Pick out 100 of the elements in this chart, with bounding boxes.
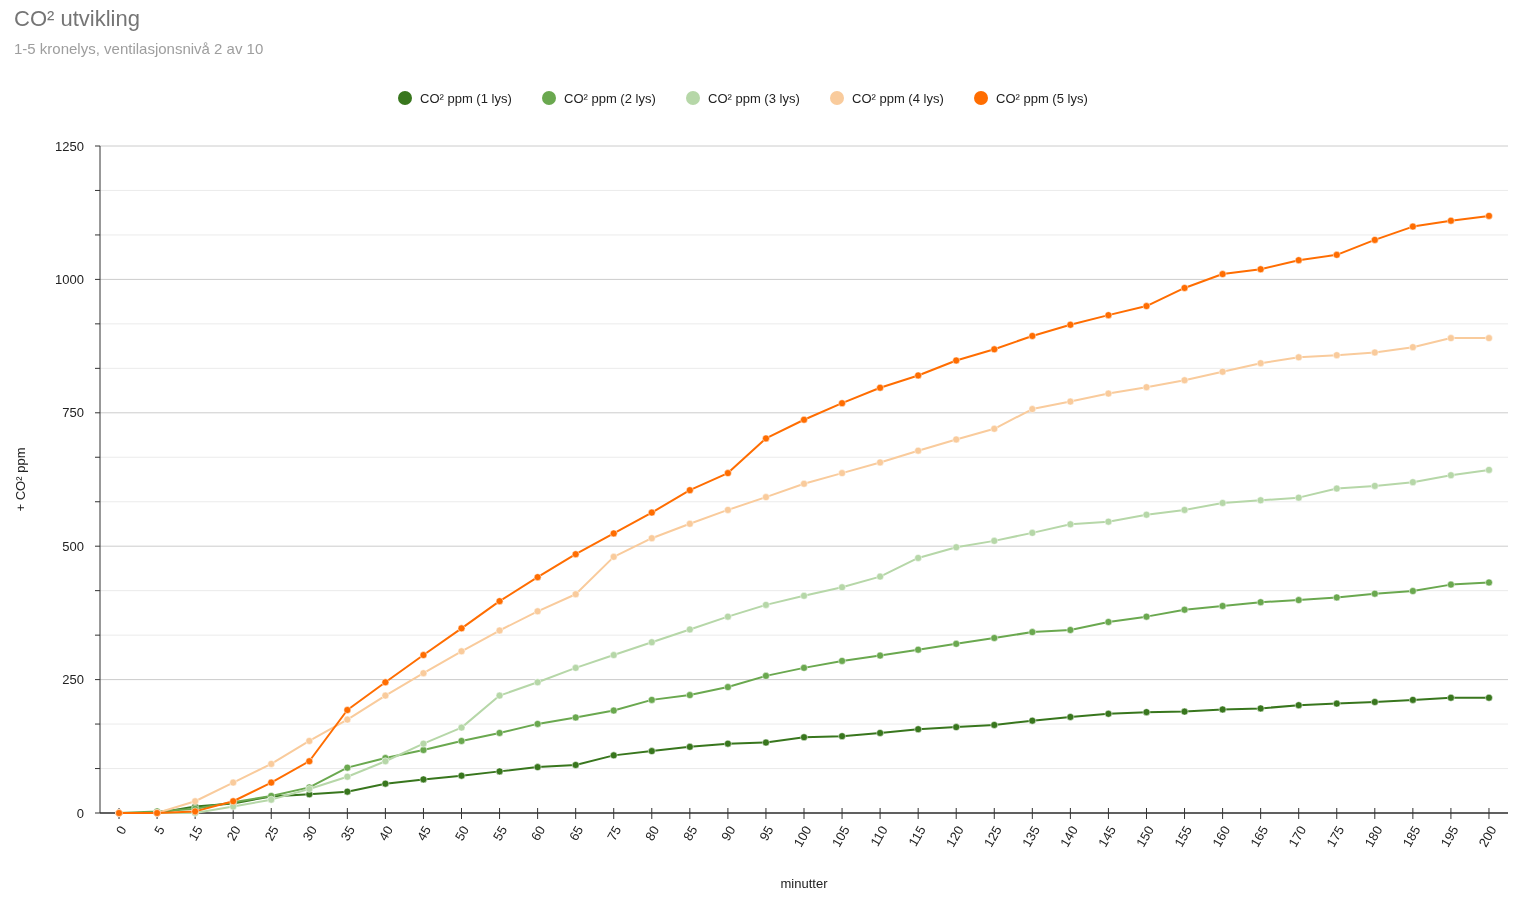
point — [762, 672, 770, 680]
point — [495, 729, 504, 737]
point — [1028, 628, 1037, 636]
x-tick-label: 40 — [375, 823, 396, 844]
point — [457, 771, 466, 780]
point — [1333, 699, 1341, 708]
point — [457, 624, 466, 633]
point — [1371, 589, 1379, 598]
chart-title: CO² utvikling — [14, 6, 140, 31]
x-tick-label: 145 — [1095, 823, 1119, 850]
point — [381, 779, 390, 788]
legend-label: CO² ppm (2 lys) — [564, 90, 656, 106]
point — [1294, 353, 1303, 362]
point — [686, 743, 694, 751]
point — [1142, 302, 1151, 310]
point — [648, 534, 656, 542]
point — [1180, 284, 1189, 292]
point — [1066, 321, 1075, 329]
point — [1066, 397, 1075, 406]
point — [419, 651, 428, 659]
point — [533, 720, 542, 728]
legend-label: CO² ppm (3 lys) — [708, 90, 800, 106]
point — [1485, 466, 1493, 474]
x-tick-label: 125 — [980, 823, 1005, 850]
x-tick-label: 175 — [1323, 823, 1348, 850]
point — [762, 434, 770, 443]
point — [800, 733, 808, 741]
point — [609, 529, 618, 538]
point — [838, 399, 846, 407]
point — [990, 537, 999, 545]
point — [952, 435, 960, 444]
point — [1333, 484, 1341, 493]
point — [571, 664, 580, 672]
x-tick-label: 115 — [905, 823, 929, 849]
point — [343, 787, 352, 796]
y-tick-label: 0 — [76, 805, 84, 821]
point — [343, 706, 352, 714]
point — [648, 638, 656, 646]
point — [952, 356, 960, 365]
point — [1294, 493, 1303, 502]
x-tick-label: 150 — [1133, 823, 1158, 850]
point — [1371, 236, 1379, 244]
point — [571, 590, 580, 598]
point — [762, 493, 770, 501]
point — [419, 739, 428, 748]
point — [533, 573, 542, 581]
point — [1333, 351, 1341, 359]
point — [990, 634, 999, 642]
x-tick-label: 60 — [527, 823, 549, 844]
point — [1447, 216, 1455, 225]
point — [1256, 265, 1265, 274]
x-tick-label: 170 — [1285, 823, 1310, 850]
point — [1104, 517, 1113, 526]
point — [495, 626, 504, 635]
point — [1028, 332, 1037, 340]
point — [724, 506, 732, 514]
point — [1485, 578, 1493, 587]
point — [1409, 478, 1417, 486]
x-tick-label: 50 — [451, 823, 473, 844]
point — [305, 737, 314, 745]
point — [1142, 383, 1151, 391]
x-tick-label: 105 — [828, 823, 853, 850]
point — [533, 678, 542, 687]
x-tick-label: 25 — [261, 823, 282, 844]
point — [1485, 334, 1493, 342]
x-axis-title: minutter — [780, 876, 829, 891]
x-tick-label: 120 — [942, 823, 967, 850]
y-tick-label: 1250 — [55, 138, 84, 154]
point — [686, 486, 694, 494]
point — [686, 625, 694, 634]
point — [495, 597, 504, 605]
x-tick-label: 5 — [151, 823, 168, 838]
x-tick-label: 55 — [489, 823, 511, 844]
point — [571, 713, 580, 722]
x-tick-label: 45 — [413, 823, 434, 844]
x-tick-label: 140 — [1057, 823, 1081, 850]
point — [1142, 708, 1151, 716]
point — [990, 721, 999, 729]
point — [914, 446, 922, 455]
point — [990, 425, 999, 433]
point — [457, 723, 466, 732]
point — [457, 647, 466, 656]
point — [1294, 596, 1303, 604]
point — [1180, 506, 1189, 514]
point — [1256, 598, 1265, 606]
point — [914, 725, 922, 733]
point — [1180, 707, 1189, 716]
point — [1294, 701, 1303, 709]
point — [1142, 510, 1151, 519]
point — [686, 520, 694, 528]
point — [1447, 334, 1455, 342]
point — [1447, 693, 1455, 702]
point — [191, 797, 199, 806]
point — [648, 747, 656, 755]
point — [609, 553, 618, 561]
legend-label: CO² ppm (4 lys) — [852, 90, 944, 106]
point — [305, 757, 314, 765]
point — [914, 645, 922, 654]
point — [952, 723, 960, 731]
point — [838, 732, 846, 740]
